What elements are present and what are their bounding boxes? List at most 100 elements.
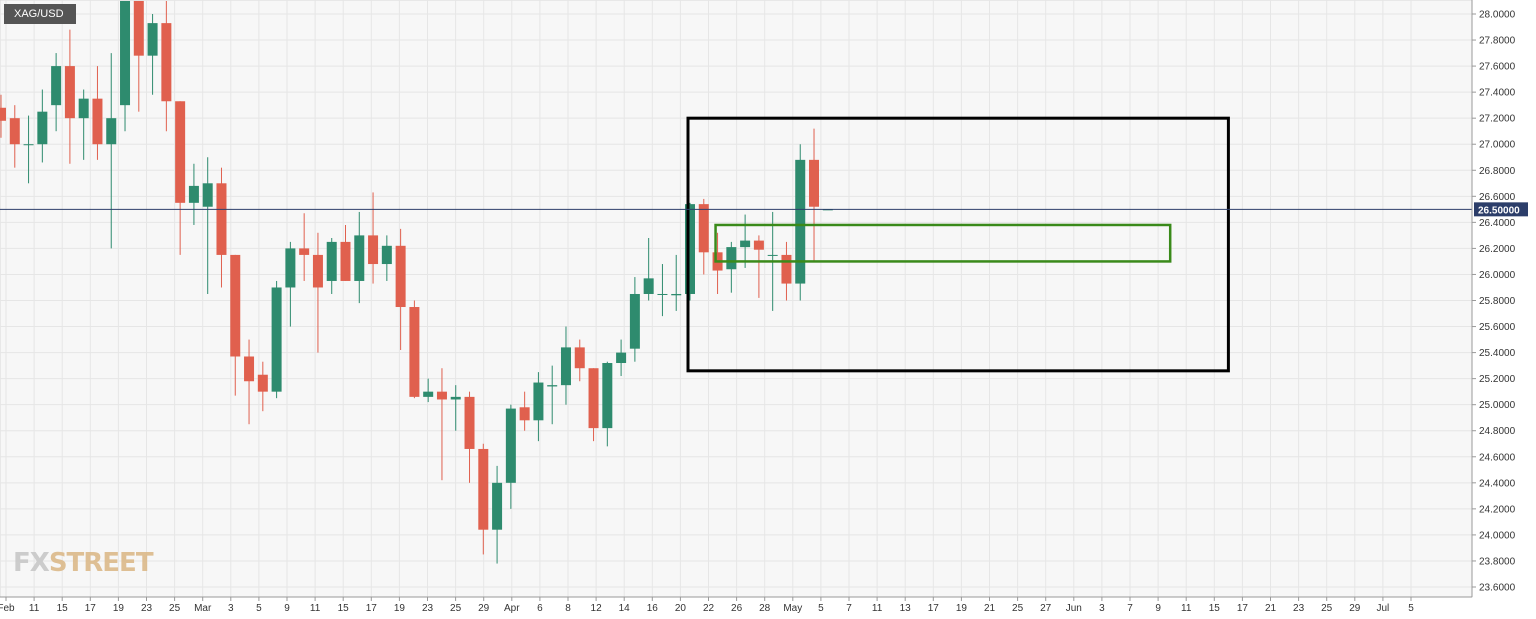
- candle: [671, 254, 682, 311]
- candle-body: [161, 23, 172, 102]
- x-tick-label: 17: [366, 603, 378, 614]
- x-axis: Feb 11 15 17 19 23 25 Mar 3 5 9 11 15 17 19 23 25 29 Apr 6 8…: [0, 596, 1472, 614]
- y-tick-label: 24.0000: [1479, 530, 1516, 541]
- candle-body: [547, 385, 558, 387]
- y-tick-label: 27.0000: [1479, 140, 1516, 151]
- x-tick-label: 25: [169, 603, 181, 614]
- candle-body: [244, 356, 255, 382]
- candle: [9, 105, 20, 168]
- candle: [312, 232, 323, 353]
- y-tick-label: 25.0000: [1479, 400, 1516, 411]
- candle-body: [299, 248, 310, 255]
- candle-body: [753, 240, 764, 250]
- candle: [340, 224, 351, 281]
- candle-body: [423, 391, 434, 397]
- x-tick-label: Mar: [194, 603, 212, 614]
- candle-body: [685, 204, 695, 294]
- candle: [547, 365, 558, 425]
- x-tick-label: 22: [703, 603, 715, 614]
- x-tick-label: 11: [310, 603, 321, 614]
- x-tick-label: 25: [1012, 603, 1024, 614]
- candle-body: [120, 0, 131, 106]
- x-tick-label: 19: [956, 603, 968, 614]
- candle: [78, 89, 89, 160]
- x-tick-label: 27: [1040, 603, 1052, 614]
- y-tick-label: 26.2000: [1479, 244, 1516, 255]
- y-tick-label: 23.8000: [1479, 556, 1516, 567]
- candle: [698, 198, 709, 275]
- candle: [492, 465, 503, 564]
- y-tick-label: 26.4000: [1479, 218, 1516, 229]
- fxstreet-logo: FXSTREET: [13, 548, 154, 578]
- candle: [299, 213, 310, 281]
- candle: [685, 202, 695, 301]
- x-tick-label: 16: [647, 603, 659, 614]
- current-price-badge: 26.50000: [1474, 202, 1528, 217]
- candle: [120, 0, 131, 132]
- candle-body: [740, 240, 751, 248]
- symbol-badge[interactable]: XAG/USD: [4, 4, 76, 24]
- candle: [395, 228, 406, 350]
- x-tick-label: May: [783, 603, 802, 614]
- candle: [726, 241, 737, 293]
- candle-body: [188, 185, 199, 203]
- logo-fx: FX: [13, 548, 50, 578]
- black-rectangle-annotation[interactable]: [686, 116, 1230, 373]
- x-tick-label: 17: [1237, 603, 1249, 614]
- candle: [92, 66, 103, 160]
- x-tick-label: 6: [537, 603, 543, 614]
- current-price-badge-bg: [1474, 202, 1528, 217]
- x-tick-label: 25: [1321, 603, 1333, 614]
- candle-body: [340, 241, 351, 281]
- current-price-label: 26.50000: [1478, 205, 1520, 216]
- candle-body: [726, 247, 737, 270]
- y-tick-label: 24.4000: [1479, 478, 1516, 489]
- candle: [643, 237, 654, 301]
- y-tick-label: 25.2000: [1479, 374, 1516, 385]
- candle-body: [588, 368, 599, 429]
- x-tick-label: 29: [478, 603, 490, 614]
- candle-body: [698, 204, 709, 253]
- x-tick-label: 23: [1293, 603, 1305, 614]
- candle: [64, 29, 75, 164]
- candle-body: [505, 408, 516, 483]
- y-tick-label: 28.0000: [1479, 10, 1516, 21]
- candle-body: [795, 159, 806, 284]
- candle: [216, 167, 227, 288]
- x-tick-label: 21: [1265, 603, 1277, 614]
- candle: [285, 241, 296, 327]
- candle: [326, 237, 337, 294]
- candle-body: [560, 347, 571, 386]
- candle-body: [175, 101, 186, 203]
- candle: [519, 391, 530, 431]
- candle-body: [23, 144, 34, 146]
- x-tick-label: Jun: [1066, 603, 1082, 614]
- x-tick-label: 13: [900, 603, 912, 614]
- candle: [588, 368, 599, 442]
- x-tick-label: 15: [57, 603, 69, 614]
- candle-body: [574, 347, 585, 369]
- green-rectangle-annotation[interactable]: [714, 223, 1172, 263]
- x-tick-label: 5: [818, 603, 824, 614]
- drawing-annotations[interactable]: [686, 116, 1230, 373]
- y-tick-label: 25.6000: [1479, 322, 1516, 333]
- y-tick-label: 26.0000: [1479, 270, 1516, 281]
- candle: [244, 339, 255, 425]
- y-tick-label: 24.8000: [1479, 426, 1516, 437]
- candle: [368, 192, 379, 284]
- x-tick-label: 23: [141, 603, 153, 614]
- candle: [175, 101, 186, 255]
- candle-body: [450, 396, 461, 400]
- y-tick-label: 24.2000: [1479, 504, 1516, 515]
- x-tick-label: Feb: [0, 603, 15, 614]
- candle-body: [657, 293, 668, 295]
- y-tick-label: 25.4000: [1479, 348, 1516, 359]
- x-tick-label: 11: [29, 603, 40, 614]
- candle: [133, 0, 144, 112]
- candle-body: [78, 98, 89, 119]
- candle: [381, 235, 392, 281]
- candle: [37, 89, 48, 163]
- x-tick-label: 11: [1181, 603, 1192, 614]
- x-tick-label: 7: [1127, 603, 1133, 614]
